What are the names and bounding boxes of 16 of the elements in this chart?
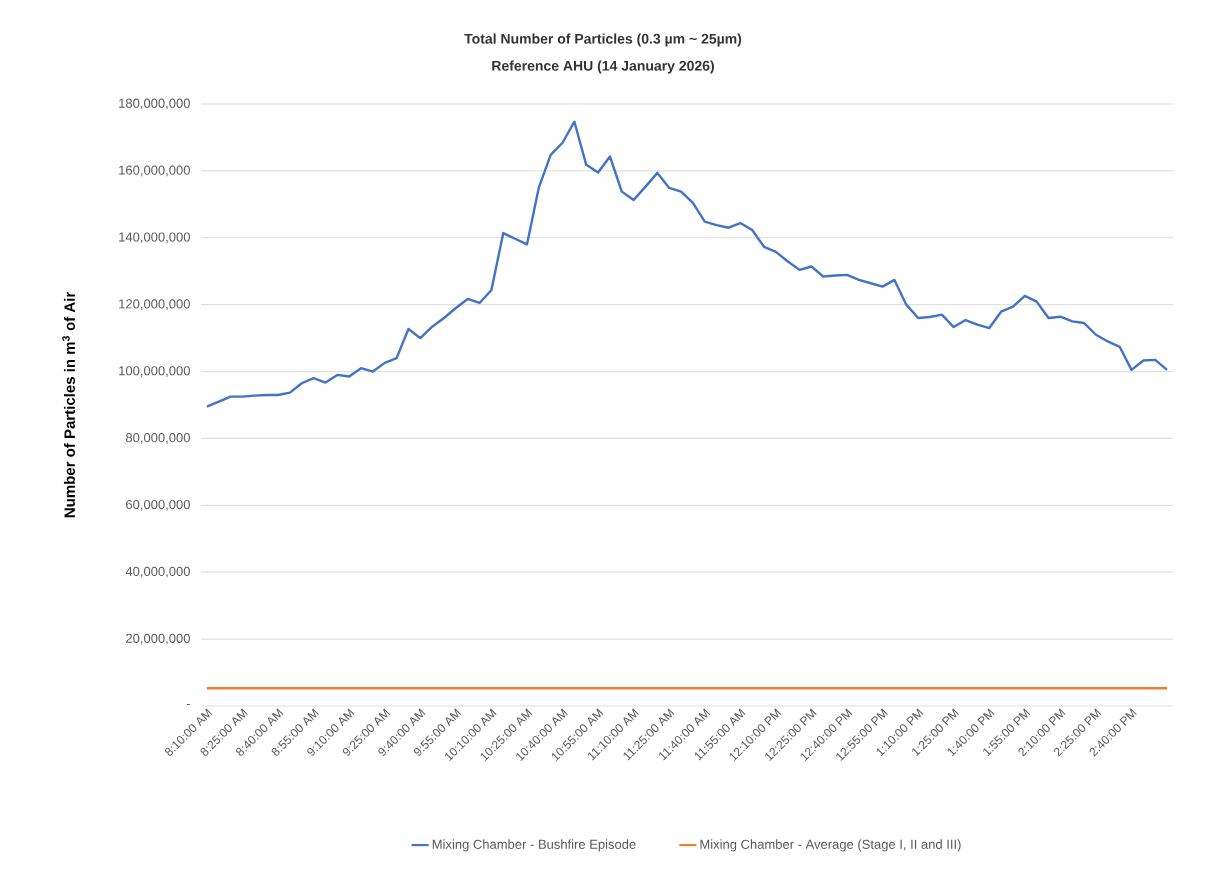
legend-label: Mixing Chamber - Average (Stage I, II and III) (700, 839, 961, 852)
y-tick-label: 180,000,000 (119, 98, 190, 110)
legend-label: Mixing Chamber - Bushfire Episode (432, 839, 636, 852)
y-tick-label: 160,000,000 (119, 165, 190, 177)
y-tick-label: 60,000,000 (126, 499, 190, 511)
chart-title: Total Number of Particles (0.3 µm ~ 25µm) (464, 33, 742, 47)
y-tick-label: 20,000,000 (126, 633, 190, 645)
chart-subtitle: Reference AHU (14 January 2026) (492, 60, 714, 74)
y-tick-label: - (186, 704, 190, 706)
y-tick-label: 80,000,000 (125, 433, 190, 444)
y-tick-label: 40,000,000 (125, 566, 190, 578)
line-series (205, 120, 1169, 408)
y-tick-label: 100,000,000 (119, 366, 190, 377)
y-tick-label: 120,000,000 (119, 299, 190, 311)
y-tick-label: 140,000,000 (119, 232, 190, 244)
y-axis-title: Number of Particles in m$^{3}$ of Air (62, 292, 75, 518)
